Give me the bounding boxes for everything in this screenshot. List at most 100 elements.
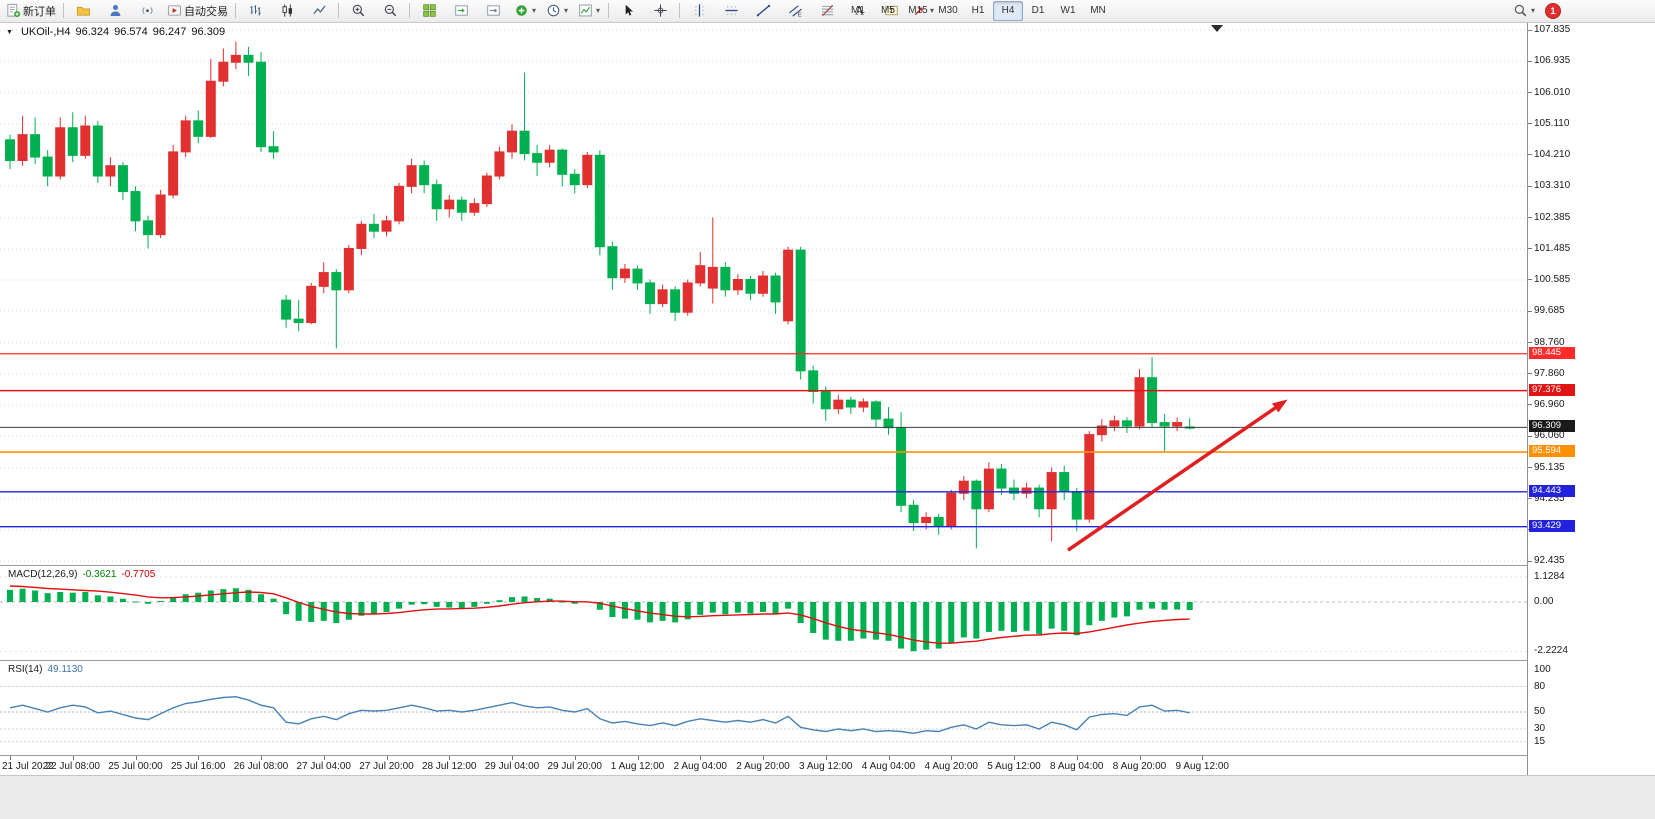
- time-label: 25 Jul 16:00: [171, 761, 226, 772]
- trend-arrow[interactable]: [1066, 399, 1288, 552]
- macd-indicator-label: MACD(12,26,9) -0.3621 -0.7705: [8, 569, 155, 580]
- bar-chart-button[interactable]: [239, 0, 271, 21]
- candle: [1071, 488, 1082, 532]
- time-axis[interactable]: 21 Jul 2022 22 Jul 08:00 25 Jul 00:00 25 Ju…: [0, 756, 1527, 775]
- zoom-out-button[interactable]: [374, 0, 406, 21]
- timeframe-button-m1[interactable]: M1: [851, 5, 865, 16]
- candle: [971, 479, 982, 549]
- crosshair-icon: [653, 3, 668, 18]
- chart-shift-button[interactable]: [477, 0, 509, 21]
- symbol-timeframe: UKOil-,H4: [20, 26, 71, 38]
- zoom-out-icon: [383, 3, 398, 18]
- line-chart-button[interactable]: [303, 0, 335, 21]
- arrows-button[interactable]: ▾: [907, 0, 939, 21]
- macd-panel[interactable]: [0, 566, 1527, 660]
- candle: [1084, 431, 1095, 523]
- crosshair-button[interactable]: [644, 0, 676, 21]
- price-axis[interactable]: 107.835 106.935 106.010 105.110 104.210 103.3…: [1527, 22, 1655, 775]
- candle: [682, 279, 693, 316]
- timeframe-button-h4[interactable]: H4: [993, 0, 1023, 21]
- candle: [130, 186, 141, 232]
- timeframe-button-m30[interactable]: M30: [938, 5, 958, 16]
- candle: [230, 41, 241, 70]
- candle: [845, 396, 856, 414]
- search-button[interactable]: ▾: [1508, 0, 1540, 21]
- chevron-down-icon: ▾: [563, 6, 568, 15]
- rsi-panel[interactable]: [0, 661, 1527, 755]
- tile-icon: [422, 3, 437, 18]
- toolbar-left-group: 新订单 自动交易 ▾ ▾ ▾ E A T ▾: [2, 0, 939, 21]
- chart-shift-marker-icon[interactable]: [1211, 25, 1223, 32]
- timeframe-button-m15[interactable]: M15: [908, 5, 928, 16]
- timeframe-button-m5[interactable]: M5: [881, 5, 895, 16]
- candle: [243, 46, 254, 77]
- price-axis-tick: [1528, 404, 1532, 406]
- time-label: 4 Aug 04:00: [861, 761, 916, 772]
- candle: [368, 213, 379, 239]
- indicators-button[interactable]: ▾: [509, 0, 541, 21]
- price-label: 96.960: [1534, 398, 1565, 410]
- time-tick: [763, 756, 764, 760]
- horizontal-line-button[interactable]: [715, 0, 747, 21]
- channel-button[interactable]: E: [779, 0, 811, 21]
- profiles-button[interactable]: [67, 0, 99, 21]
- cursor-button[interactable]: [612, 0, 644, 21]
- text-label-button[interactable]: T: [875, 0, 907, 21]
- candle: [557, 148, 568, 187]
- price-tag-97.376: 97.376: [1529, 383, 1575, 396]
- zoom-in-icon: [351, 3, 366, 18]
- panel-separator[interactable]: [0, 755, 1655, 756]
- bars-icon: [248, 3, 263, 18]
- vertical-line-button[interactable]: [683, 0, 715, 21]
- timeframe-button-mn[interactable]: MN: [1090, 5, 1106, 16]
- time-tick: [825, 756, 827, 760]
- text-button[interactable]: A: [843, 0, 875, 21]
- timeframe-button-w1[interactable]: W1: [1060, 5, 1076, 16]
- fibonacci-button[interactable]: [811, 0, 843, 21]
- rsi-axis-label: 50: [1534, 706, 1546, 717]
- price-label: 100.585: [1534, 273, 1571, 285]
- notifications-badge[interactable]: 1: [1546, 3, 1560, 18]
- candle: [494, 146, 505, 180]
- timeframe-button-d1[interactable]: D1: [1031, 5, 1045, 16]
- zoom-in-button[interactable]: [342, 0, 374, 21]
- auto-scroll-button[interactable]: [445, 0, 477, 21]
- person-icon: [108, 3, 123, 18]
- folder-icon: [76, 3, 91, 18]
- candle: [870, 400, 881, 428]
- templates-button[interactable]: ▾: [573, 0, 605, 21]
- svg-text:T: T: [889, 6, 894, 15]
- price-chart[interactable]: [0, 22, 1527, 565]
- tile-windows-button[interactable]: [413, 0, 445, 21]
- add-indicator-icon: [514, 3, 529, 18]
- candle: [507, 124, 517, 159]
- candle: [946, 489, 957, 530]
- time-label: 27 Jul 04:00: [296, 761, 352, 772]
- macd-signal-value: -0.7705: [121, 569, 156, 580]
- vline-icon: [692, 3, 707, 18]
- time-label: 1 Aug 12:00: [610, 761, 665, 772]
- time-tick: [323, 756, 325, 760]
- panel-separator[interactable]: [0, 660, 1655, 661]
- periods-button[interactable]: ▾: [541, 0, 573, 21]
- chart-menu-triangle-icon[interactable]: ▼: [6, 29, 13, 36]
- candle-chart-button[interactable]: [271, 0, 303, 21]
- toolbar-right-group: ▾ 1: [1508, 0, 1560, 21]
- trendline-button[interactable]: [747, 0, 779, 21]
- toolbar-separator: [409, 3, 410, 18]
- candle: [1134, 369, 1145, 430]
- timeframe-button-h1[interactable]: H1: [971, 5, 985, 16]
- new-order-button[interactable]: 新订单: [2, 0, 60, 21]
- svg-text:E: E: [797, 13, 801, 18]
- market-watch-button[interactable]: [99, 0, 131, 21]
- time-label: 2 Aug 04:00: [673, 761, 727, 772]
- trendline-icon: [756, 3, 771, 18]
- open-value: 96.324: [75, 26, 110, 38]
- autotrade-button[interactable]: 自动交易: [163, 0, 232, 21]
- candle: [933, 513, 944, 535]
- candle: [318, 262, 329, 294]
- panel-separator[interactable]: [0, 565, 1655, 566]
- signals-button[interactable]: [131, 0, 163, 21]
- new-order-button-label: 新订单: [23, 5, 56, 18]
